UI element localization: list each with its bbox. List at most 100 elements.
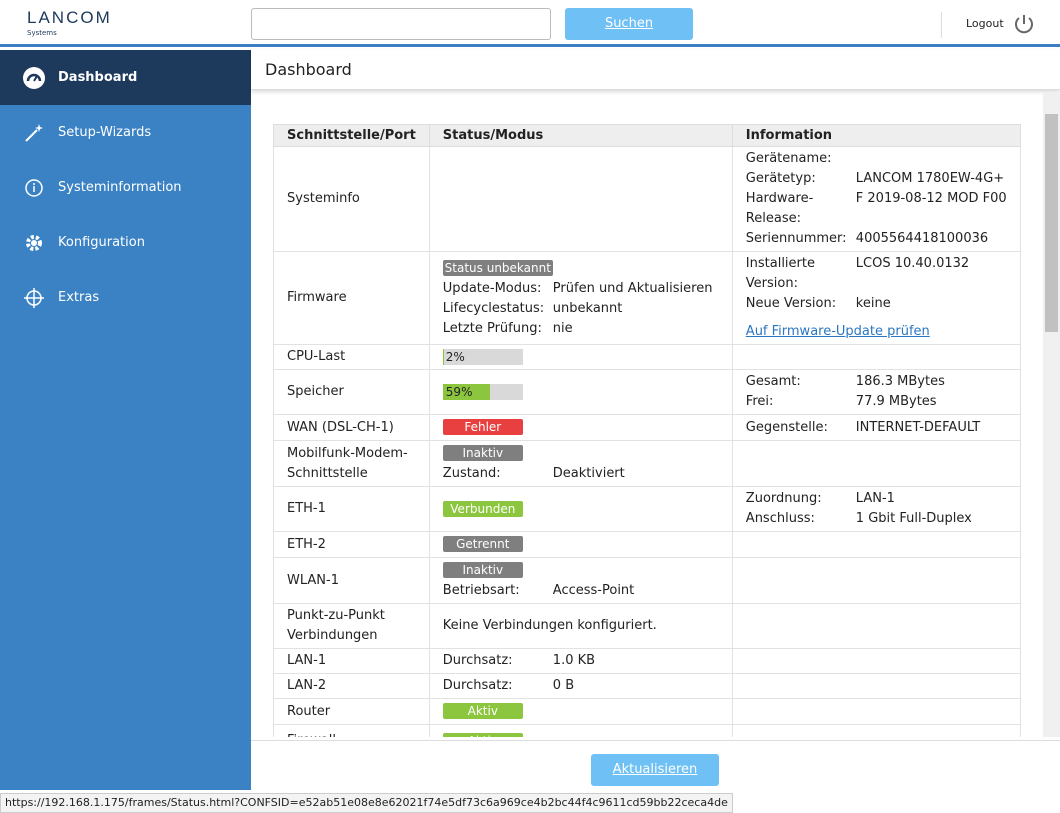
value: INTERNET-DEFAULT xyxy=(855,419,981,435)
status-badge: Verbunden xyxy=(442,500,523,517)
table-row: Punkt-zu-Punkt Verbindungen Keine Verbind… xyxy=(273,603,1022,649)
column-header: Status/Modus xyxy=(428,124,733,147)
status: Keine Verbindungen konfiguriert. xyxy=(428,603,733,649)
key-value: Gerätename: xyxy=(746,149,1007,169)
table-row: Systeminfo Gerätename: Gerätetyp: LANCOM 17… xyxy=(273,146,1022,252)
page-title: Dashboard xyxy=(251,50,1060,90)
status: 59% xyxy=(428,369,733,415)
info xyxy=(731,648,1022,674)
nav-icon xyxy=(23,66,45,89)
value: 1 Gbit Full-Duplex xyxy=(855,511,972,526)
key-value: Durchsatz: 1.0 KB xyxy=(443,651,719,671)
separator xyxy=(941,12,942,38)
value: 77.9 MBytes xyxy=(855,394,937,409)
value: nie xyxy=(552,320,573,336)
refresh-button[interactable]: Aktualisieren xyxy=(591,754,719,786)
port: ETH-2 xyxy=(273,531,430,558)
progress-label: 2% xyxy=(445,350,465,364)
status xyxy=(428,146,733,252)
port: LAN-1 xyxy=(273,648,430,674)
power-icon[interactable] xyxy=(1013,13,1035,35)
key-value: Update-Modus: Prüfen und Aktualisieren xyxy=(443,279,719,299)
info xyxy=(731,698,1022,725)
status-table: Schnittstelle/Port Status/Modus Informatio… xyxy=(273,124,1022,737)
status: Aktiv xyxy=(428,724,733,737)
key: Update-Modus: xyxy=(442,280,542,296)
nav-item[interactable]: Extras xyxy=(0,270,251,325)
key-value: Durchsatz: 0 B xyxy=(443,676,719,696)
nav-label: Setup-Wizards xyxy=(58,125,152,140)
status-badge: Inaktiv xyxy=(442,562,523,578)
value: LANCOM 1780EW-4G+ xyxy=(855,171,1005,186)
value: 1.0 KB xyxy=(552,653,596,668)
nav-item[interactable]: Systeminformation xyxy=(0,160,251,215)
link[interactable]: Auf Firmware-Update prüfen xyxy=(745,324,930,339)
value: LAN-1 xyxy=(855,491,895,506)
column-header: Information xyxy=(731,124,1022,147)
value: LCOS 10.40.0132 xyxy=(855,256,970,271)
text: Keine Verbindungen konfiguriert. xyxy=(442,618,657,633)
port: WAN (DSL-CH-1) xyxy=(273,414,430,441)
key-value: Gerätetyp: LANCOM 1780EW-4G+ xyxy=(746,169,1007,189)
nav-label: Dashboard xyxy=(58,70,138,85)
key: Lifecyclestatus: xyxy=(442,300,545,316)
nav-item[interactable]: Dashboard xyxy=(0,50,251,105)
status: Getrennt xyxy=(428,531,733,558)
scrollbar[interactable] xyxy=(1043,92,1060,737)
key: Durchsatz: xyxy=(442,678,513,693)
sidebar: Dashboard Setup-Wizards Systeminformation K… xyxy=(0,50,251,790)
key: Hardware-Release: xyxy=(745,191,814,226)
table-row: WLAN-1 Inaktiv Betriebsart: Access-Point xyxy=(273,557,1022,604)
table-row: ETH-2 Getrennt xyxy=(273,531,1022,558)
key-value: Installierte Version: LCOS 10.40.0132 xyxy=(746,254,1007,294)
port: Punkt-zu-Punkt Verbindungen xyxy=(273,603,430,649)
key: Gerätename: xyxy=(745,151,832,166)
table-row: Firmware Status unbekannt Update-Modus: Prü… xyxy=(273,251,1022,345)
scroll-thumb[interactable] xyxy=(1045,114,1058,332)
table-row: Firewall Aktiv Log-Tabelle xyxy=(273,724,1022,737)
key: Anschluss: xyxy=(745,511,815,526)
logout[interactable]: Logout xyxy=(966,17,1004,30)
table-row: LAN-1 Durchsatz: 1.0 KB xyxy=(273,648,1022,674)
status-badge: Fehler xyxy=(442,419,523,435)
key-value: Lifecyclestatus: unbekannt xyxy=(443,299,719,319)
info xyxy=(731,344,1022,370)
table-row: ETH-1 Verbunden Zuordnung: LAN-1 Anschluss: 1… xyxy=(273,486,1022,532)
status: Fehler xyxy=(428,414,733,441)
key-value: Gegenstelle: INTERNET-DEFAULT xyxy=(746,418,1007,438)
port: Firewall xyxy=(273,724,430,737)
nav-item[interactable]: Konfiguration xyxy=(0,215,251,270)
port: Speicher xyxy=(273,369,430,415)
key-value: Anschluss: 1 Gbit Full-Duplex xyxy=(746,509,1007,529)
progress: 2% xyxy=(442,349,523,365)
key: Seriennummer: xyxy=(745,231,847,246)
value: unbekannt xyxy=(552,300,623,316)
info: Log-Tabelle xyxy=(731,724,1022,737)
status: Status unbekannt Update-Modus: Prüfen und … xyxy=(428,251,733,345)
progress-label: 59% xyxy=(445,385,473,399)
value: keine xyxy=(855,296,891,311)
status: Durchsatz: 1.0 KB xyxy=(428,648,733,674)
nav-icon xyxy=(24,287,44,308)
info: Gesamt: 186.3 MBytes Frei: 77.9 MBytes xyxy=(731,369,1022,415)
nav-label: Extras xyxy=(58,290,100,305)
value: 0 B xyxy=(552,678,575,693)
value: Prüfen und Aktualisieren xyxy=(552,280,713,296)
nav-item[interactable]: Setup-Wizards xyxy=(0,105,251,160)
footer: Aktualisieren xyxy=(251,740,1060,790)
key: Gegenstelle: xyxy=(745,419,828,435)
key: Installierte Version: xyxy=(745,256,815,291)
info xyxy=(731,673,1022,699)
key-value: Letzte Prüfung: nie xyxy=(443,319,719,339)
key: Betriebsart: xyxy=(442,583,520,598)
value: 4005564418100036 xyxy=(855,231,989,246)
search-input[interactable] xyxy=(251,8,551,40)
content: Schnittstelle/Port Status/Modus Informatio… xyxy=(251,92,1043,737)
logo-sub: Systems xyxy=(27,29,57,37)
key: Zustand: xyxy=(442,466,501,481)
key: Gesamt: xyxy=(745,374,801,389)
key-value: Zustand: Deaktiviert xyxy=(443,464,719,484)
search-button[interactable]: Suchen xyxy=(565,8,693,40)
key-value: Hardware-Release: F 2019-08-12 MOD F00 xyxy=(746,189,1007,229)
